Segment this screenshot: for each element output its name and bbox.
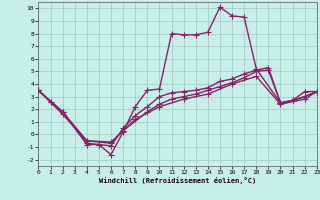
X-axis label: Windchill (Refroidissement éolien,°C): Windchill (Refroidissement éolien,°C) <box>99 177 256 184</box>
